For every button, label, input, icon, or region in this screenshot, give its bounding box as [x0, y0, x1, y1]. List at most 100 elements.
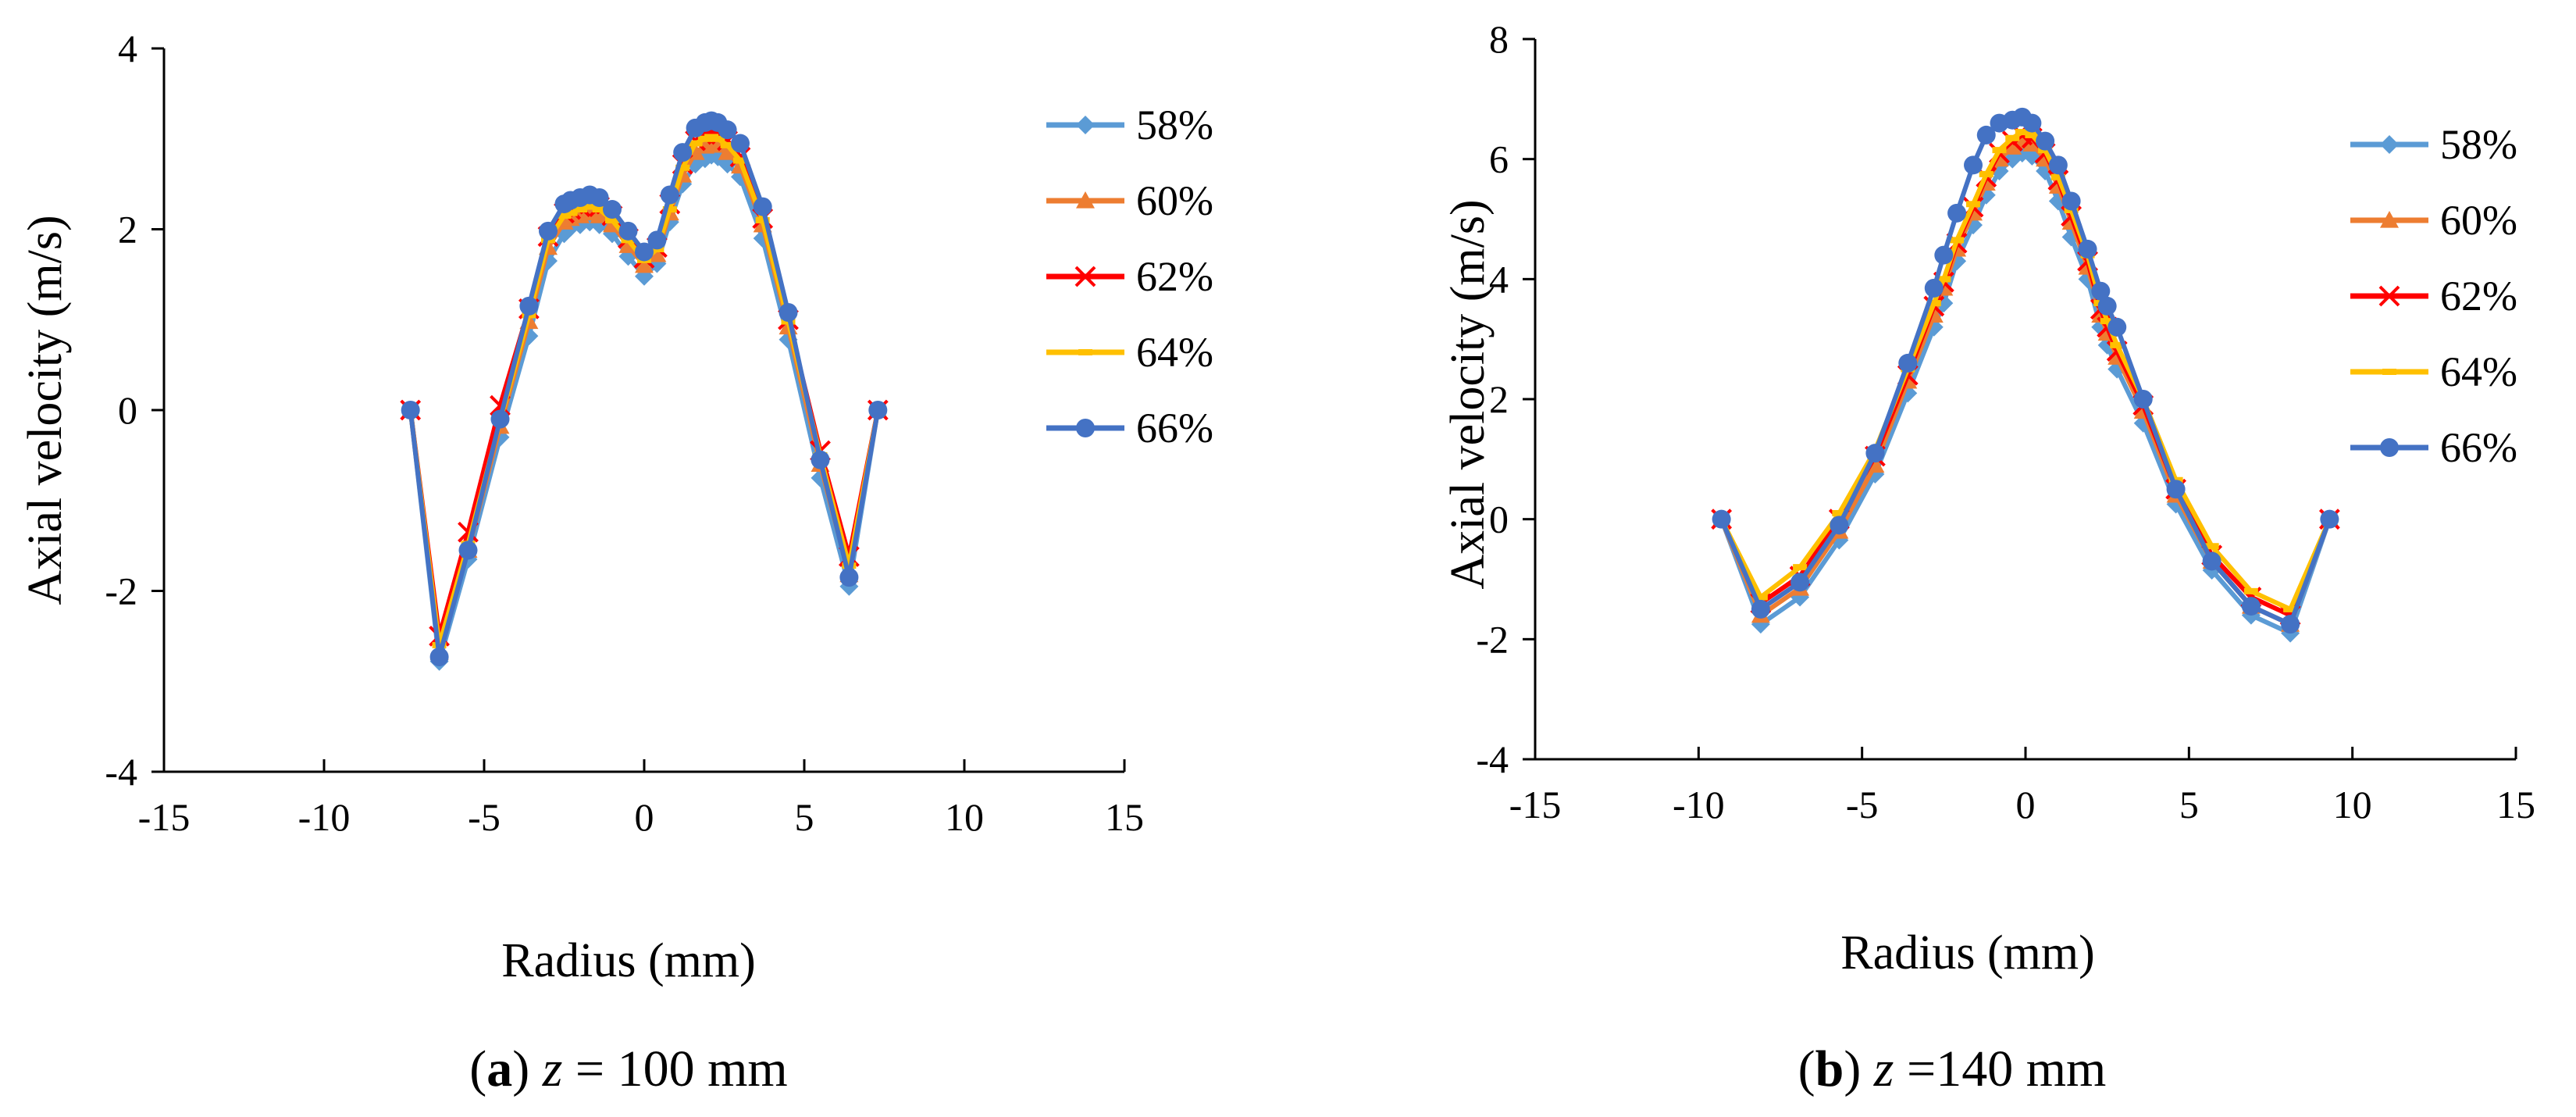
- panel-b-caption-var: z: [1873, 1040, 1894, 1097]
- legend-label: 66%: [1136, 405, 1213, 451]
- legend-entry: 64%: [1046, 329, 1213, 376]
- panel-b-data-point: [2241, 597, 2261, 616]
- panel-b-data-point: [1924, 278, 1944, 298]
- panel-b-series: [1711, 107, 2340, 643]
- panel-a-data-point: [590, 206, 609, 223]
- panel-b-data-point: [1790, 573, 1810, 592]
- panel-b-series-line: [1719, 130, 2332, 612]
- panel-a-axes: -4 -2 0 2 4 -15 -10 -5 0 5 10 15: [105, 27, 1144, 839]
- panel-a-caption-var: z: [542, 1040, 563, 1097]
- panel-b-data-point: [2283, 605, 2298, 612]
- panel-b-x-tick-label: -10: [1673, 783, 1725, 826]
- legend-marker: [1076, 419, 1095, 437]
- panel-b-data-point: [1832, 509, 1847, 516]
- panel-a-y-tick-label: 4: [118, 27, 137, 70]
- panel-a-data-point: [868, 401, 888, 419]
- legend-marker: [1074, 266, 1096, 287]
- panel-a-data-point: [660, 185, 679, 205]
- legend-entry: 58%: [1046, 102, 1213, 148]
- legend-label: 64%: [2440, 348, 2517, 395]
- panel-b-caption-rest: =140 mm: [1894, 1040, 2106, 1097]
- legend-label: 58%: [1136, 102, 1213, 148]
- panel-b-y-tick-label: 4: [1489, 257, 1509, 301]
- panel-a-x-tick-label: -5: [468, 795, 501, 839]
- panel-a-data-point: [592, 206, 607, 213]
- panel-b-data-point: [1964, 155, 1983, 175]
- panel-a: -4 -2 0 2 4 -15 -10 -5 0 5 10 15 58% 60% 62% 64% 66% Ra…: [19, 27, 1213, 1097]
- panel-a-data-point: [635, 255, 654, 273]
- panel-b-x-tick-label: 5: [2179, 783, 2199, 826]
- panel-a-x-tick-label: 10: [945, 795, 984, 839]
- panel-a-data-point: [731, 134, 750, 153]
- panel-a-x-tick-label: 15: [1105, 795, 1144, 839]
- panel-b-data-point: [2204, 543, 2219, 550]
- panel-a-y-tick-label: -2: [105, 569, 137, 613]
- panel-b-data-point: [1979, 170, 1993, 177]
- panel-a-x-tick-label: -10: [298, 795, 351, 839]
- panel-b-y-axis-title: Axial velocity (m/s): [1441, 199, 1495, 589]
- panel-b-series-line: [1719, 132, 2332, 618]
- panel-b-x-tick-label: -15: [1509, 783, 1562, 826]
- legend-entry: 62%: [2350, 273, 2517, 319]
- panel-b-data-point: [2107, 317, 2127, 337]
- panel-b-data-point: [1830, 516, 1849, 535]
- panel-b-data-point: [1936, 276, 1951, 283]
- panel-a-caption: (a) z = 100 mm: [469, 1040, 788, 1097]
- panel-a-y-tick-label: -4: [105, 750, 137, 794]
- panel-a-y-axis-title: Axial velocity (m/s): [19, 215, 72, 605]
- panel-a-data-point: [583, 203, 597, 210]
- panel-b-y-tick-label: 2: [1489, 377, 1509, 421]
- panel-b-data-point: [2133, 390, 2153, 409]
- panel-b-data-point: [2050, 173, 2065, 180]
- panel-b-x-tick-label: 10: [2333, 783, 2372, 826]
- panel-a-data-point: [688, 140, 703, 147]
- panel-b-data-point: [1950, 237, 1965, 244]
- panel-b-x-axis-title: Radius (mm): [1840, 926, 2094, 980]
- legend-marker: [1076, 191, 1095, 209]
- panel-b-data-point: [1753, 594, 1768, 601]
- panel-b-y-tick-label: -2: [1476, 617, 1509, 661]
- panel-a-data-point: [811, 450, 830, 469]
- panel-b-legend: 58% 60% 62% 64% 66%: [2350, 121, 2517, 471]
- panel-a-data-point: [647, 244, 667, 262]
- panel-b-data-point: [1898, 353, 1918, 373]
- legend-marker: [2380, 135, 2399, 154]
- panel-a-data-point: [711, 135, 725, 142]
- panel-a-data-point: [618, 221, 638, 241]
- panel-b-data-point: [2003, 137, 2022, 155]
- panel-b-data-point: [2025, 131, 2040, 138]
- panel-a-data-point: [458, 541, 478, 560]
- legend-label: 60%: [1136, 177, 1213, 224]
- panel-b-data-point: [1712, 509, 1731, 529]
- panel-a-data-point: [647, 230, 667, 250]
- panel-b-data-point: [1751, 599, 1770, 619]
- panel-a-data-point: [718, 143, 737, 160]
- panel-b-x-tick-label: -5: [1846, 783, 1879, 826]
- panel-a-caption-rest: = 100 mm: [562, 1040, 787, 1097]
- panel-b-data-point: [2320, 509, 2339, 529]
- panel-a-data-point: [755, 216, 770, 223]
- panel-a-data-point: [675, 164, 690, 171]
- panel-a-data-point: [753, 197, 772, 216]
- panel-b-data-point: [2097, 296, 2117, 316]
- legend-marker: [1078, 349, 1092, 355]
- panel-a-data-point: [539, 221, 558, 241]
- panel-b-caption: (b) z =140 mm: [1798, 1040, 2107, 1097]
- panel-a-x-tick-label: -15: [138, 795, 191, 839]
- legend-label: 60%: [2440, 197, 2517, 244]
- panel-b-data-point: [2078, 239, 2097, 259]
- panel-a-series-line: [408, 118, 881, 659]
- legend-marker: [2378, 285, 2400, 307]
- panel-a-caption-letter: a: [486, 1040, 512, 1097]
- panel-a-data-point: [490, 409, 510, 429]
- panel-a-data-point: [590, 187, 609, 207]
- panel-b-data-point: [2110, 341, 2125, 348]
- legend-label: 58%: [2440, 121, 2517, 168]
- panel-a-data-point: [673, 143, 693, 162]
- legend-label: 66%: [2440, 424, 2517, 471]
- legend-entry: 60%: [2350, 197, 2517, 244]
- legend-entry: 62%: [1046, 253, 1213, 300]
- panel-a-series-line: [408, 129, 881, 639]
